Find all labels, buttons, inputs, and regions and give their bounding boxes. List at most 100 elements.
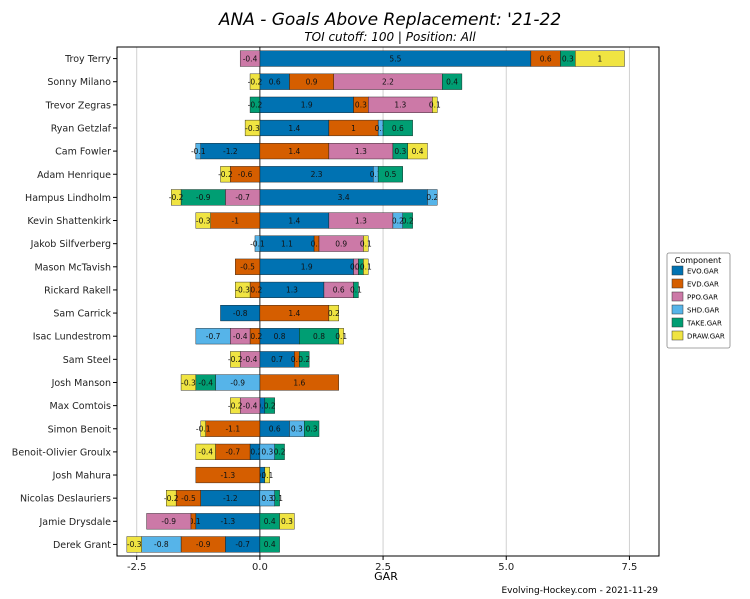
x-tick-label: -2.5 [127,562,147,573]
data-label: 0.3 [355,101,367,110]
x-tick-label: 2.5 [375,562,391,573]
data-label: -1.3 [221,517,236,526]
data-label: -0.5 [181,494,196,503]
bar-segment [200,420,206,437]
player-label: Cam Fowler [55,147,111,158]
player-label: Mason McTavish [34,262,111,273]
bar-segment [259,536,280,553]
data-label: 1.9 [301,263,313,272]
bar-segment [427,189,438,206]
bar-segment [239,50,261,67]
bar-segment [180,374,197,391]
data-label: 5.5 [389,54,401,63]
legend-swatch [671,278,684,289]
bar-segment [382,119,413,137]
x-tick-label: 7.5 [621,562,637,573]
chart-subtitle: TOI cutoff: 100 | Position: All [304,30,476,44]
data-label: -0.6 [238,170,253,179]
data-label: 0.2 [426,193,438,202]
data-label: -0.1 [250,239,265,248]
bar-segment [235,281,251,298]
bar-segment [126,536,142,553]
data-label: 0.1 [350,263,362,272]
bar-segment [195,466,261,484]
data-label: -0.4 [198,378,213,387]
data-label: -0.4 [243,355,258,364]
legend-title: Component [675,256,721,265]
data-label: 0.3 [394,147,406,156]
data-label: 0.3 [261,494,273,503]
data-label: -0.4 [243,54,258,63]
x-tick-label: 0.0 [252,562,268,573]
legend-label: TAKE.GAR [686,320,722,328]
player-label: Trevor Zegras [45,100,111,111]
data-label: -0.8 [154,540,169,549]
data-label: 0.1 [335,332,347,341]
data-label: 0.6 [333,286,345,295]
x-tick-label: 5.0 [498,562,514,573]
data-label: 0.2 [392,216,404,225]
bar-segment [363,235,369,252]
player-label: Troy Terry [64,54,111,65]
plot-frame [116,46,660,557]
data-label: 0.1 [256,471,268,480]
bar-segment [299,351,310,368]
player-label: Sam Carrick [53,309,111,320]
bar-segment [328,305,339,322]
bar-segment [195,328,231,345]
data-label: 0.1 [355,263,367,272]
data-label: -0.4 [198,448,213,457]
data-label: 1.1 [281,239,293,248]
player-label: Nicolas Deslauriers [20,494,111,505]
data-label: -0.1 [191,147,206,156]
bar-segment [195,443,216,460]
bar-segment [220,166,231,183]
player-label: Josh Mahura [52,471,111,482]
data-label: 0.4 [446,78,458,87]
bar-segment [432,96,438,113]
data-label: -0.2 [228,401,243,410]
bar-segment [244,119,261,137]
data-label: -0.3 [235,286,250,295]
legend-swatch [671,304,684,315]
chart-title: ANA - Goals Above Replacement: '21-22 [218,10,561,30]
data-label: 1.3 [355,147,367,156]
player-label: Jakob Silfverberg [30,239,111,250]
data-label: 1.6 [293,378,305,387]
player-label: Rickard Rakell [44,285,111,296]
bar-segment [407,143,428,160]
data-label: 0.1 [360,263,372,272]
legend-label: PPO.GAR [687,294,718,302]
legend-label: EVO.GAR [687,268,719,276]
player-label: Ryan Getzlaf [51,123,112,134]
data-label: 0.3 [281,517,293,526]
data-label: -0.9 [196,540,211,549]
data-label: -0.2 [248,332,263,341]
legend-swatch [671,330,684,341]
player-label: Sam Steel [63,355,111,366]
data-label: 0.6 [540,54,552,63]
bar-segment [264,397,275,414]
data-label: 0.3 [306,425,318,434]
data-label: 1.4 [288,124,300,133]
legend-swatch [671,291,684,302]
data-label: 0.6 [392,124,404,133]
data-label: 0.4 [264,517,276,526]
bar-segment [195,143,201,160]
bar-segment [195,212,211,229]
data-label: 0.1 [291,355,303,364]
data-label: 0.3 [291,425,303,434]
data-label: -1.1 [225,425,240,434]
bar-segment [274,490,280,507]
data-label: 1.4 [288,216,300,225]
data-label: -0.2 [248,78,263,87]
data-label: 0.8 [313,332,325,341]
bar-segment [166,490,177,507]
data-label: 0.2 [274,448,286,457]
legend-label: DRAW.GAR [687,333,725,341]
data-label: -1.2 [223,147,238,156]
data-label: 1.9 [301,101,313,110]
source-credit: Evolving-Hockey.com - 2021-11-29 [501,586,658,596]
bar-segment [304,420,320,437]
